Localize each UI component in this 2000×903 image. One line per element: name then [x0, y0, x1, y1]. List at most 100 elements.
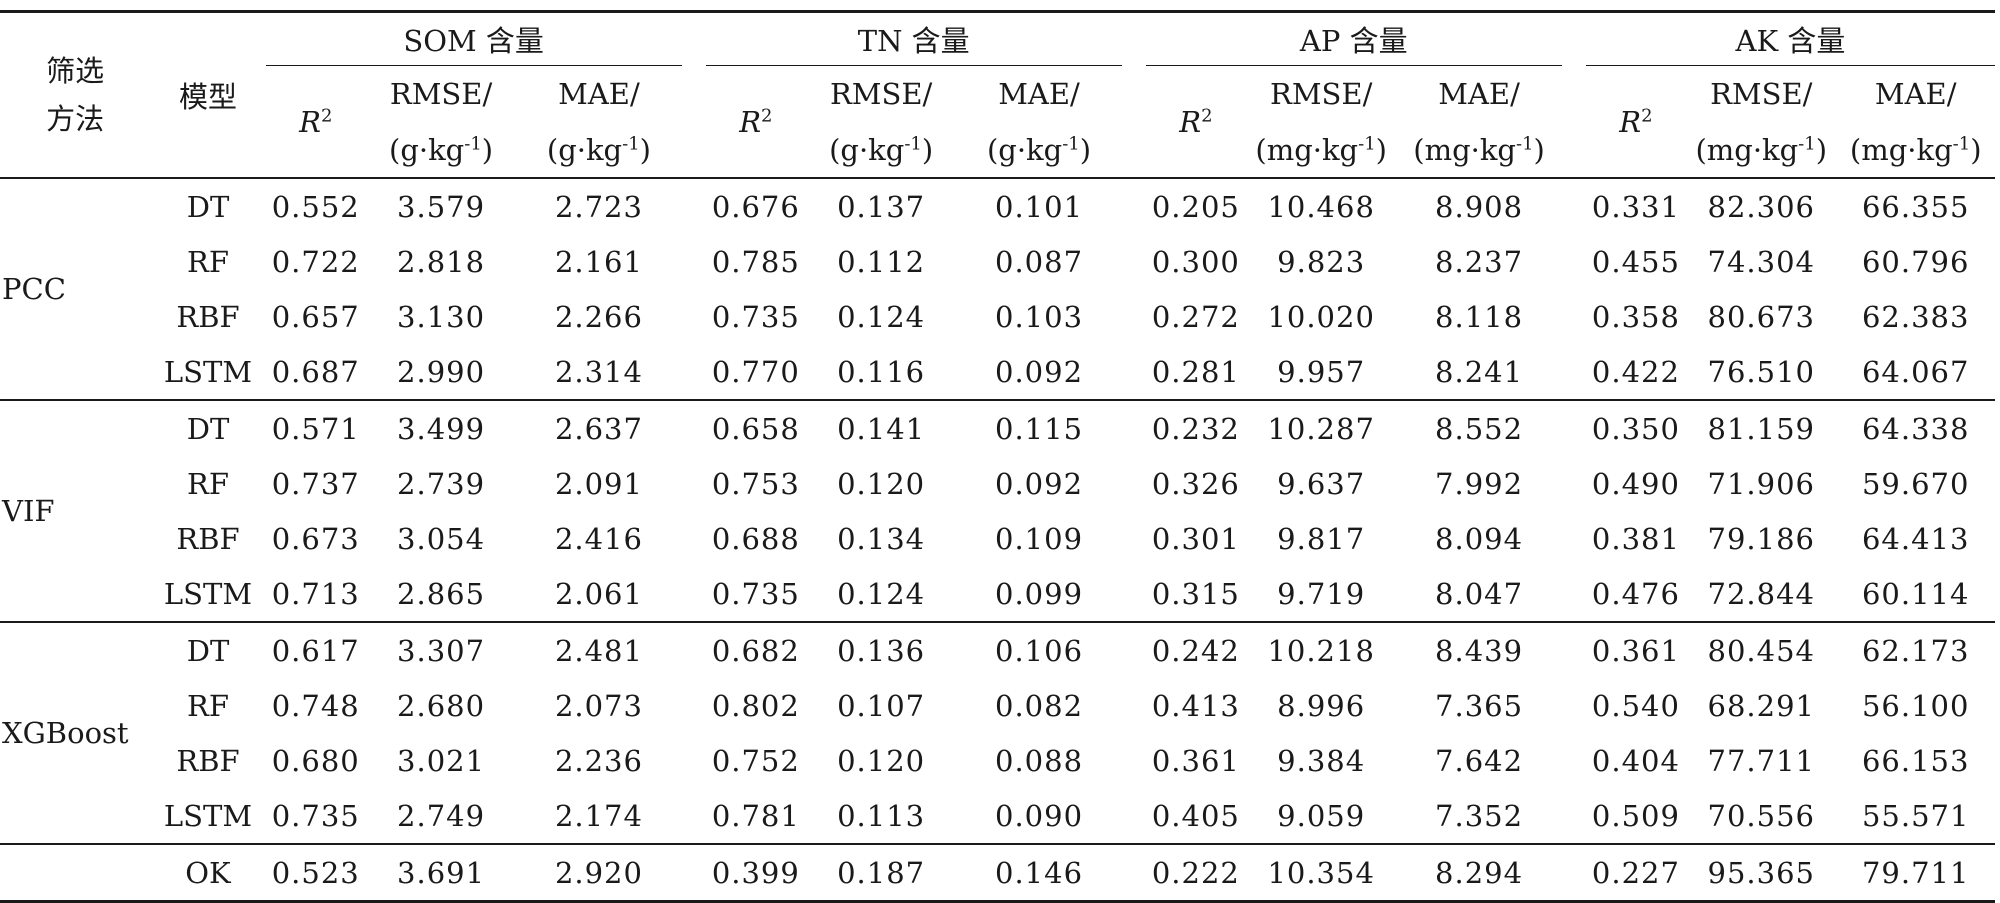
value-cell: 0.688 [711, 521, 800, 556]
method-cell: PCC [2, 272, 66, 306]
value-cell: 0.315 [1151, 576, 1240, 611]
r2-superscript: 2 [320, 104, 333, 126]
value-cell: 0.713 [271, 576, 360, 611]
value-cell: 0.722 [271, 244, 360, 279]
value-cell: 3.307 [365, 621, 517, 678]
value-cell: 0.735 [711, 299, 800, 334]
group-gap [1121, 621, 1146, 678]
model-cell: DT [186, 189, 230, 224]
value-cell: 2.680 [397, 688, 486, 723]
group-gap [1121, 399, 1146, 456]
value-cell: 0.331 [1591, 189, 1680, 224]
value-cell: 0.281 [1151, 354, 1240, 389]
group-gap [1561, 10, 1586, 66]
mae-unit-tn: (g·kg-1) [956, 122, 1122, 179]
model-cell: RF [187, 688, 229, 723]
value-cell: 8.552 [1396, 399, 1562, 456]
value-cell: 9.823 [1277, 244, 1366, 279]
group-gap [1121, 65, 1146, 179]
value-cell: 0.141 [805, 399, 957, 456]
value-cell: 7.642 [1435, 743, 1524, 778]
value-cell: 60.796 [1861, 244, 1970, 279]
group-gap [682, 788, 706, 844]
value-cell: 0.326 [1151, 466, 1240, 501]
model-cell: LSTM [163, 798, 253, 833]
value-cell: 0.399 [705, 843, 806, 903]
group-gap [1562, 234, 1586, 289]
value-cell: 0.106 [956, 621, 1122, 678]
group-gap [1122, 178, 1146, 234]
value-cell: 2.920 [516, 843, 682, 903]
r2-symbol: R [299, 104, 321, 139]
value-cell: 3.054 [397, 521, 486, 556]
group-gap [1562, 566, 1586, 622]
group-gap [1122, 456, 1146, 511]
table-row: RF 0.748 2.680 2.073 0.802 0.107 0.082 0.413 8.9… [0, 678, 1995, 733]
value-cell: 9.384 [1277, 743, 1366, 778]
value-cell: 76.510 [1707, 354, 1815, 389]
value-cell: 0.099 [995, 576, 1084, 611]
unit-close: ) [1970, 132, 1982, 167]
value-cell: 2.061 [554, 576, 643, 611]
value-cell: 2.749 [397, 798, 486, 833]
value-cell: 2.739 [397, 466, 486, 501]
value-cell: 0.087 [995, 244, 1084, 279]
value-cell: 0.753 [711, 466, 800, 501]
group-header-ap: AP 含量 [1145, 10, 1562, 66]
value-cell: 0.422 [1591, 354, 1680, 389]
value-cell: 3.130 [397, 299, 486, 334]
value-cell: 0.752 [711, 743, 800, 778]
table-row: RBF 0.680 3.021 2.236 0.752 0.120 0.088 0.361 9.… [0, 733, 1995, 788]
value-cell: 0.358 [1591, 299, 1680, 334]
group-gap [1562, 344, 1586, 400]
rmse-header-tn: RMSE/ [829, 77, 933, 111]
value-cell: 8.294 [1396, 843, 1562, 903]
value-cell: 80.454 [1686, 621, 1837, 678]
group-gap [681, 621, 706, 678]
value-cell: 9.059 [1277, 798, 1366, 833]
value-cell: 0.476 [1591, 576, 1680, 611]
value-cell: 9.957 [1277, 354, 1366, 389]
value-cell: 55.571 [1861, 798, 1970, 833]
r2-superscript: 2 [1641, 104, 1653, 126]
header-row-units: (g·kg-1) (g·kg-1) (g·kg-1) (g·kg-1) (mg·kg-1… [0, 122, 1995, 179]
table-row: LSTM 0.687 2.990 2.314 0.770 0.116 0.092 0.281 9… [0, 344, 1995, 400]
rmse-unit-ak: (mg·kg-1) [1686, 122, 1837, 179]
group-header-ak: AK 含量 [1585, 10, 1995, 66]
value-cell: 2.818 [397, 244, 486, 279]
value-cell: 8.996 [1277, 688, 1366, 723]
header-row-groups: 筛选 方法 模型 SOM 含量 TN 含量 AP 含量 AK 含量 [0, 10, 1995, 179]
value-cell: 82.306 [1707, 189, 1815, 224]
group-gap [682, 178, 706, 234]
mae-unit-som: (g·kg-1) [516, 122, 682, 179]
value-cell: 8.241 [1435, 354, 1524, 389]
value-cell: 8.094 [1435, 521, 1524, 556]
value-cell: 0.124 [837, 576, 926, 611]
value-cell: 0.657 [271, 299, 360, 334]
value-cell: 2.236 [554, 743, 643, 778]
value-cell: 56.100 [1861, 688, 1970, 723]
value-cell: 2.314 [554, 354, 643, 389]
value-cell: 66.355 [1861, 189, 1970, 224]
value-cell: 0.735 [711, 576, 800, 611]
value-cell: 0.381 [1591, 521, 1680, 556]
rmse-header-ap: RMSE/ [1270, 77, 1373, 111]
value-cell: 0.350 [1585, 399, 1687, 456]
value-cell: 0.134 [837, 521, 926, 556]
group-header-tn: TN 含量 [705, 10, 1122, 66]
value-cell: 0.101 [995, 189, 1084, 224]
value-cell: 0.187 [805, 843, 957, 903]
unit-exponent: -1 [464, 132, 482, 154]
value-cell: 0.361 [1585, 621, 1687, 678]
group-gap [1562, 289, 1586, 344]
value-cell: 66.153 [1861, 743, 1970, 778]
value-cell: 8.237 [1435, 244, 1524, 279]
value-cell: 2.990 [397, 354, 486, 389]
unit-text: (mg·kg [1255, 132, 1359, 167]
rmse-header-ak: RMSE/ [1710, 77, 1813, 111]
method-cell: XGBoost [0, 621, 151, 844]
value-cell: 8.047 [1435, 576, 1524, 611]
value-cell: 0.658 [705, 399, 806, 456]
table-row: LSTM 0.735 2.749 2.174 0.781 0.113 0.090 0.405 9… [0, 788, 1995, 844]
value-cell: 0.617 [265, 621, 366, 678]
